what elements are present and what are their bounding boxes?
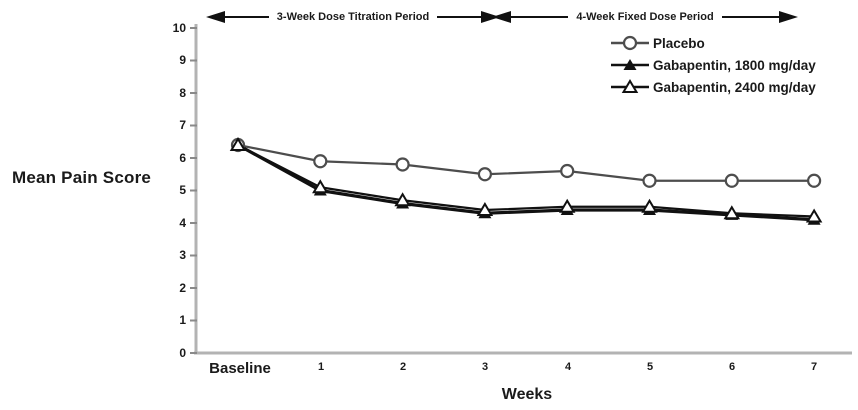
y-axis-title: Mean Pain Score <box>12 168 152 187</box>
annotation-line <box>721 16 780 18</box>
annotation-fixed-dose-period: 4-Week Fixed Dose Period <box>492 10 799 24</box>
y-tick-label: 10 <box>172 21 186 35</box>
legend-item: Placebo <box>610 32 816 54</box>
x-tick-label: 6 <box>728 361 736 373</box>
x-tick-label: Baseline <box>209 360 271 377</box>
annotation-dose-titration-period: 3-Week Dose Titration Period <box>206 10 501 24</box>
annotation-line <box>511 16 569 18</box>
arrow-right-icon <box>779 11 799 23</box>
arrow-left-icon <box>206 11 225 23</box>
arrow-left-icon <box>492 11 511 23</box>
open-triangle-marker-icon <box>610 79 650 95</box>
legend-label: Gabapentin, 1800 mg/day <box>653 57 816 73</box>
open-circle-marker-icon <box>610 35 650 51</box>
annotation-label: 3-Week Dose Titration Period <box>276 11 430 23</box>
legend-item: Gabapentin, 2400 mg/day <box>610 76 816 98</box>
y-tick-label: 8 <box>179 86 186 100</box>
y-tick-label: 2 <box>179 281 186 295</box>
annotation-line <box>437 16 482 18</box>
y-tick-label: 1 <box>179 313 186 327</box>
legend-label: Placebo <box>653 35 705 51</box>
x-tick-label: 1 <box>317 361 325 373</box>
x-tick-label: 7 <box>810 361 818 373</box>
legend-item: Gabapentin, 1800 mg/day <box>610 54 816 76</box>
y-tick-label: 9 <box>179 53 186 67</box>
annotation-line <box>225 16 269 18</box>
x-axis-title: Weeks <box>501 386 553 403</box>
x-tick-label: 3 <box>481 361 489 373</box>
x-tick-label: 4 <box>564 361 572 373</box>
y-tick-label: 7 <box>179 118 186 132</box>
x-tick-label: 5 <box>646 361 654 373</box>
annotation-label: 4-Week Fixed Dose Period <box>576 11 714 23</box>
x-tick-label: 2 <box>399 361 407 373</box>
legend-label: Gabapentin, 2400 mg/day <box>653 79 816 95</box>
y-tick-label: 4 <box>179 216 186 230</box>
y-tick-label: 5 <box>179 183 186 197</box>
filled-triangle-marker-icon <box>610 57 650 73</box>
y-tick-label: 6 <box>179 151 186 165</box>
y-tick-label: 3 <box>179 248 186 262</box>
legend: Placebo Gabapentin, 1800 mg/day Gabapent… <box>610 32 816 98</box>
y-tick-label: 0 <box>179 346 186 360</box>
